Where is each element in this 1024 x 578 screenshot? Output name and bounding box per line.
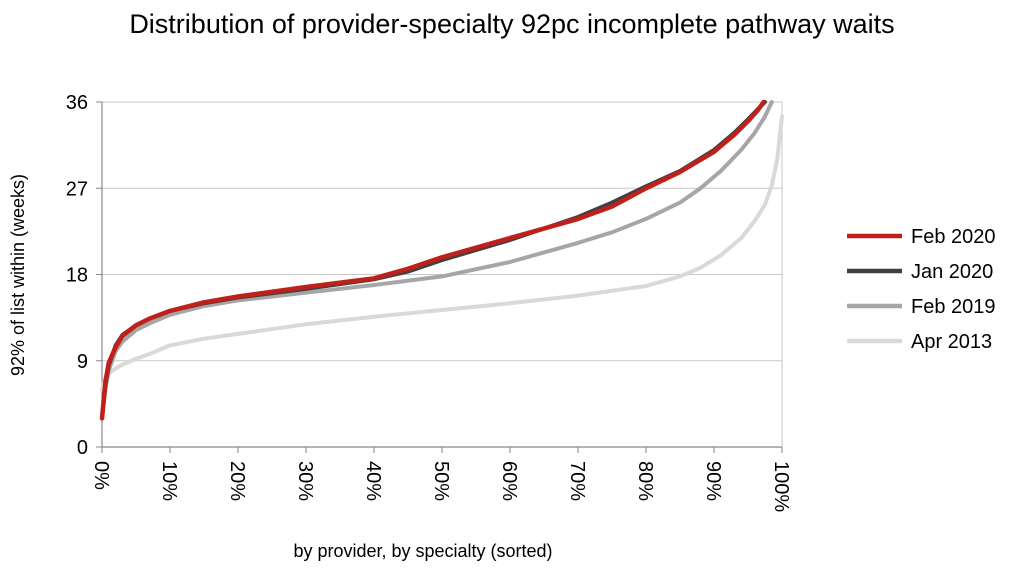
legend-label-feb-2019: Feb 2019 <box>911 296 996 318</box>
x-tick-label: 100% <box>770 461 792 512</box>
y-tick-label: 36 <box>66 92 88 114</box>
x-tick-label: 0% <box>90 461 112 490</box>
x-tick-label: 80% <box>634 461 656 501</box>
y-axis-label: 92% of list within (weeks) <box>8 174 28 376</box>
y-tick-label: 9 <box>77 351 88 373</box>
x-tick-label: 40% <box>362 461 384 501</box>
series-line-feb-2019 <box>100 100 774 421</box>
axes: 0 9 18 27 36 0% 10% 20% 30% 40% 50% 60% 70% 80% 90% 100… <box>66 92 792 512</box>
x-tick-label: 30% <box>294 461 316 501</box>
legend: Feb 2020 Jan 2020 Feb 2019 Apr 2013 <box>847 226 996 353</box>
series-line-feb-2020 <box>99 99 766 421</box>
legend-label-feb-2020: Feb 2020 <box>911 226 996 248</box>
x-tick-label: 90% <box>702 461 724 501</box>
x-tick-label: 10% <box>158 461 180 501</box>
gridlines <box>102 101 782 362</box>
y-tick-label: 18 <box>66 265 88 287</box>
legend-label-jan-2020: Jan 2020 <box>911 261 993 283</box>
legend-label-apr-2013: Apr 2013 <box>911 331 992 353</box>
chart-title: Distribution of provider-specialty 92pc … <box>129 9 895 39</box>
y-tick-label: 27 <box>66 178 88 200</box>
series-line-apr-2013 <box>100 114 784 392</box>
x-tick-label: 50% <box>430 461 452 501</box>
x-tick-label: 70% <box>566 461 588 501</box>
series-lines <box>99 99 784 421</box>
y-tick-label: 0 <box>77 437 88 459</box>
x-tick-label: 20% <box>226 461 248 501</box>
x-tick-label: 60% <box>498 461 520 501</box>
x-axis-label: by provider, by specialty (sorted) <box>293 541 552 561</box>
